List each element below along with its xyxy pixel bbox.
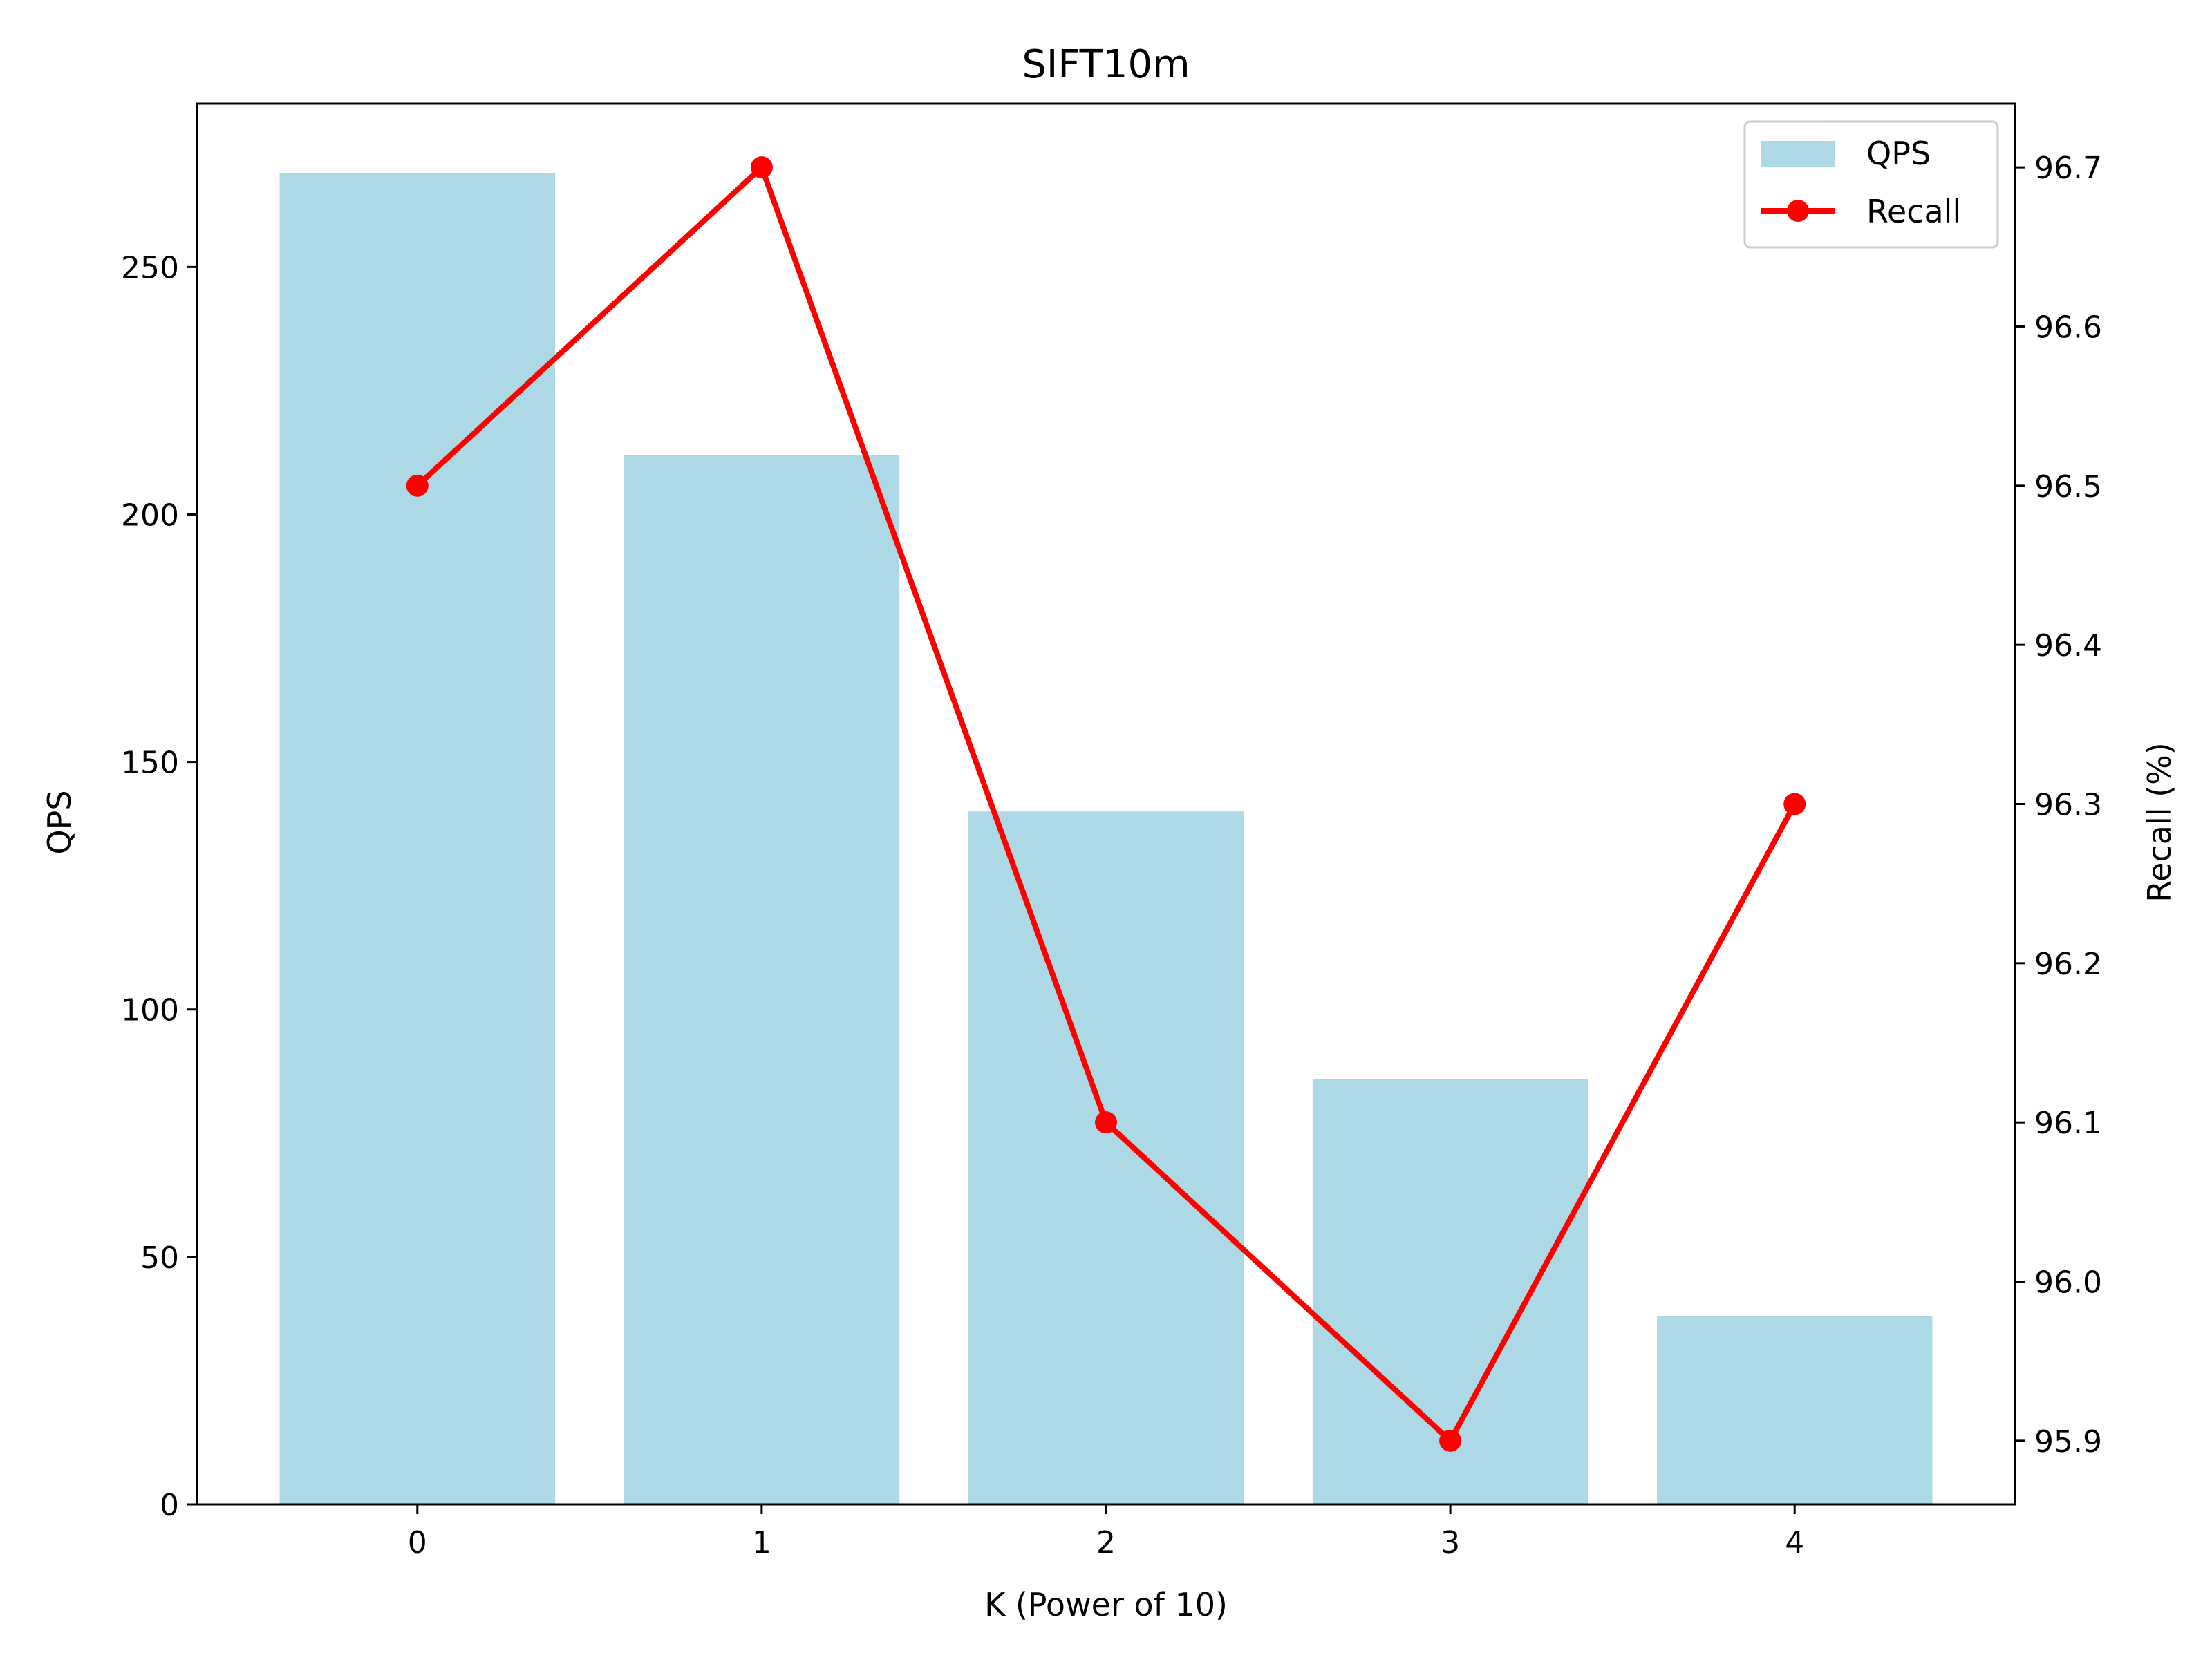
chart-title: SIFT10m [1022,42,1190,87]
y-tick-label: 150 [121,746,179,781]
recall-point [406,474,429,497]
y-tick-label: 0 [160,1488,179,1523]
qps-bar [279,173,556,1504]
legend-recall-marker [1787,200,1809,222]
y2-tick-label: 96.6 [2034,310,2102,345]
y2-tick-label: 96.4 [2034,628,2102,663]
recall-point [1439,1429,1462,1452]
recall-point [1783,793,1806,815]
x-tick-label: 1 [752,1525,771,1560]
legend-recall-label: Recall [1866,193,1961,230]
y-tick-label: 50 [140,1240,179,1276]
y2-tick-label: 96.5 [2034,469,2102,504]
legend: QPS Recall [1743,120,1999,249]
x-tick-label: 3 [1441,1525,1460,1560]
y2-tick-label: 96.3 [2034,788,2102,823]
y2-tick-label: 95.9 [2034,1424,2102,1460]
x-axis-label: K (Power of 10) [984,1586,1228,1623]
y-tick-label: 200 [121,498,179,533]
x-tick-label: 2 [1096,1525,1116,1560]
legend-qps-swatch [1761,141,1835,167]
bars-layer [279,173,1933,1504]
y2-tick-label: 96.0 [2034,1265,2102,1301]
y2-tick-label: 96.2 [2034,947,2102,982]
recall-point [750,156,773,179]
qps-bar [968,811,1244,1504]
qps-bar [1656,1316,1933,1504]
recall-point [1095,1111,1117,1134]
axes-layer: 0 50 100 150 200 250 95.9 96.0 96.1 96.2 96.3 96.4 9… [121,102,2102,1560]
y-axis-label-right: Recall (%) [2141,742,2178,902]
legend-qps-label: QPS [1866,135,1931,172]
y-tick-label: 250 [121,250,179,285]
recall-line-layer [406,156,1806,1452]
qps-bar [624,455,900,1504]
y-axis-label-left: QPS [41,790,78,854]
y-tick-label: 100 [121,993,179,1028]
y2-tick-label: 96.1 [2034,1106,2102,1141]
x-tick-label: 4 [1785,1525,1804,1560]
y2-tick-label: 96.7 [2034,151,2102,186]
x-tick-label: 0 [408,1525,427,1560]
